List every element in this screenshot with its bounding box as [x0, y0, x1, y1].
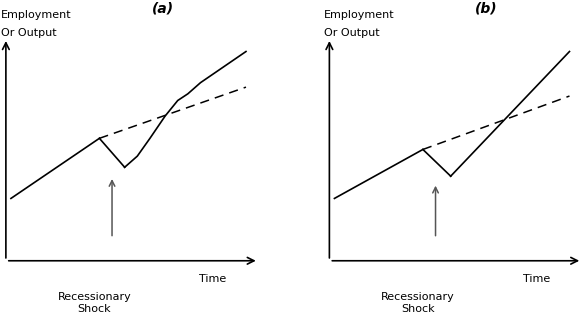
Text: Or Output: Or Output [1, 28, 56, 38]
Text: (b): (b) [475, 2, 497, 16]
Text: Time: Time [523, 274, 550, 284]
Text: Recessionary
Shock: Recessionary Shock [58, 292, 131, 314]
Text: Employment: Employment [1, 10, 72, 20]
Text: Recessionary
Shock: Recessionary Shock [381, 292, 455, 314]
Text: (a): (a) [152, 2, 173, 16]
Text: Or Output: Or Output [325, 28, 380, 38]
Text: Employment: Employment [325, 10, 395, 20]
Text: Time: Time [199, 274, 227, 284]
